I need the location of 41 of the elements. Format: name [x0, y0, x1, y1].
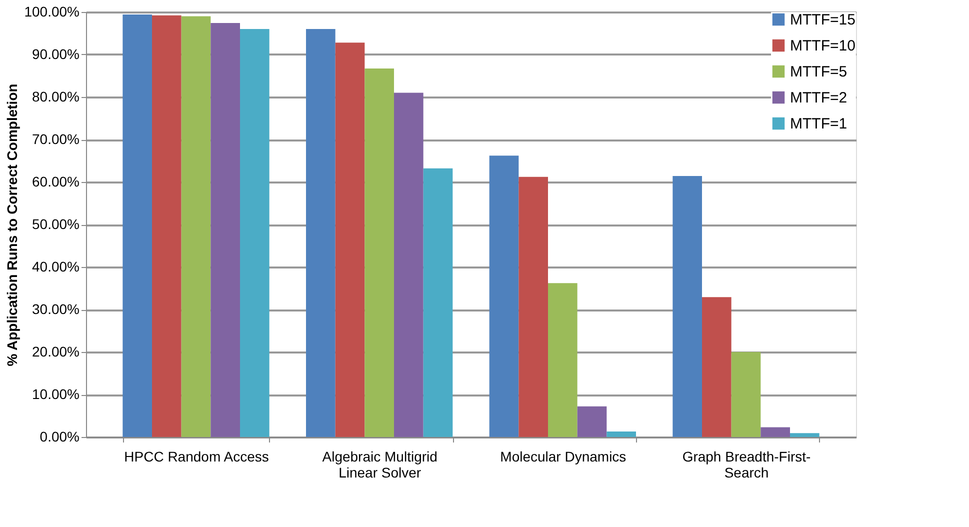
legend-label: MTTF=10 — [790, 38, 856, 54]
bar — [548, 283, 578, 437]
legend-label: MTTF=5 — [790, 64, 848, 80]
bar — [606, 431, 636, 437]
bar — [790, 433, 820, 437]
y-axis-title: % Application Runs to Correct Completion — [4, 84, 20, 366]
y-tick-label: 50.00% — [32, 216, 80, 232]
bar — [122, 14, 152, 437]
x-tick-label: HPCC Random Access — [124, 448, 269, 464]
bar — [306, 29, 336, 437]
x-tick-label: Graph Breadth-First-Search — [682, 448, 812, 480]
y-tick-label: 60.00% — [32, 174, 80, 190]
bar — [672, 176, 702, 437]
bar — [335, 42, 365, 437]
y-tick-label: 70.00% — [32, 131, 80, 147]
bar — [210, 23, 240, 437]
legend-label: MTTF=2 — [790, 90, 848, 106]
bar — [394, 92, 424, 437]
x-tick-label: Molecular Dynamics — [500, 448, 626, 464]
legend-label: MTTF=1 — [790, 116, 848, 132]
bar — [518, 176, 548, 437]
y-tick-label: 40.00% — [32, 258, 80, 274]
bar — [760, 427, 790, 437]
bar — [423, 168, 453, 437]
y-tick-label: 30.00% — [32, 301, 80, 317]
bar — [731, 352, 761, 437]
bar — [364, 68, 394, 437]
bar — [240, 29, 270, 437]
y-tick-label: 0.00% — [40, 428, 80, 444]
y-tick-label: 80.00% — [32, 88, 80, 104]
y-tick-label: 20.00% — [32, 344, 80, 360]
bar — [152, 15, 182, 437]
y-tick-label: 10.00% — [32, 386, 80, 402]
y-tick-label: 100.00% — [24, 4, 80, 20]
bar — [181, 16, 211, 437]
x-tick-label: Algebraic Multigrid Linear Solver — [322, 448, 438, 480]
bar — [702, 297, 732, 437]
y-tick-label: 90.00% — [32, 46, 80, 62]
bar — [577, 406, 607, 437]
legend-label: MTTF=15 — [790, 12, 856, 28]
bar — [489, 156, 519, 437]
